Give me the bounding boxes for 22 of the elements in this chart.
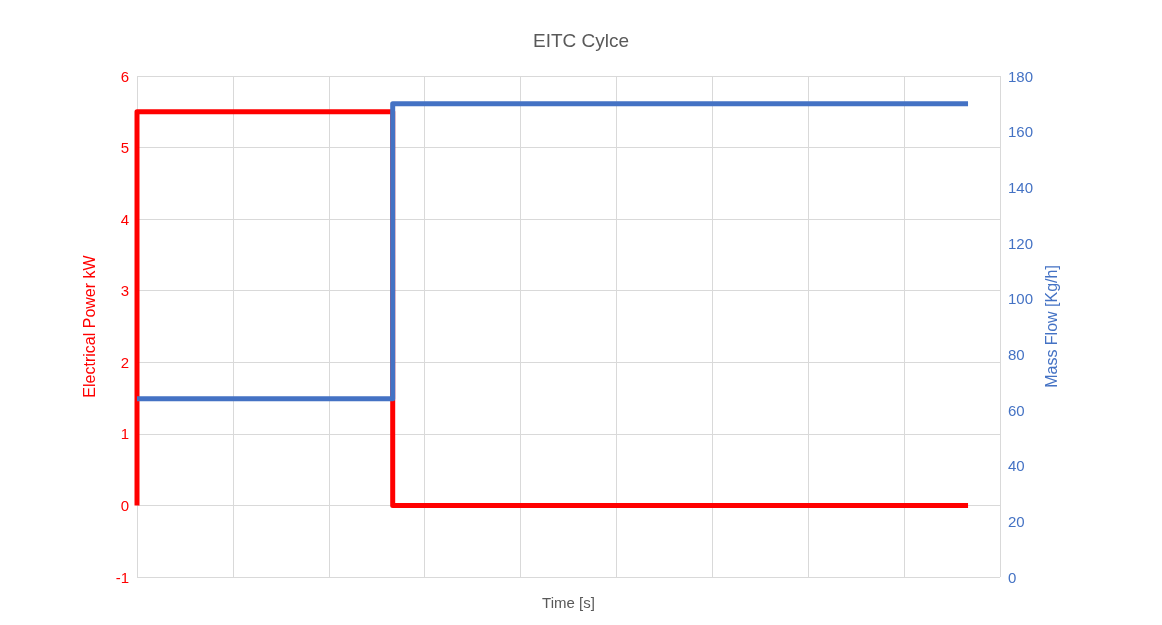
y-tick-label: 6	[120, 67, 129, 85]
y-tick-label: 1	[120, 425, 129, 443]
y2-tick-label: 180	[1008, 67, 1034, 85]
y2-tick-label: 80	[1008, 345, 1025, 363]
y-tick-label: 0	[120, 496, 129, 514]
y2-tick-label: 120	[1008, 234, 1034, 252]
y2-tick-label: 160	[1008, 123, 1034, 141]
y2-tick-label: 0	[1008, 568, 1017, 586]
y2-tick-label: 60	[1008, 401, 1025, 419]
y-tick-label: 4	[120, 210, 129, 228]
y-tick-label: 3	[120, 282, 129, 300]
y2-axis-title: Mass Flow [Kg/h]	[1043, 265, 1061, 388]
y2-tick-label: 100	[1008, 290, 1034, 308]
y2-tick-label: 40	[1008, 457, 1025, 475]
y2-tick-label: 20	[1008, 512, 1025, 530]
chart-title: EITC Cylce	[532, 30, 630, 51]
y-tick-label: 5	[120, 139, 129, 157]
x-axis-title: Time [s]	[542, 594, 595, 611]
y-tick-label: -1	[115, 568, 129, 586]
y-tick-label: 2	[120, 353, 129, 371]
y-axis-title: Electrical Power kW	[80, 254, 98, 398]
y2-tick-label: 140	[1008, 178, 1034, 196]
